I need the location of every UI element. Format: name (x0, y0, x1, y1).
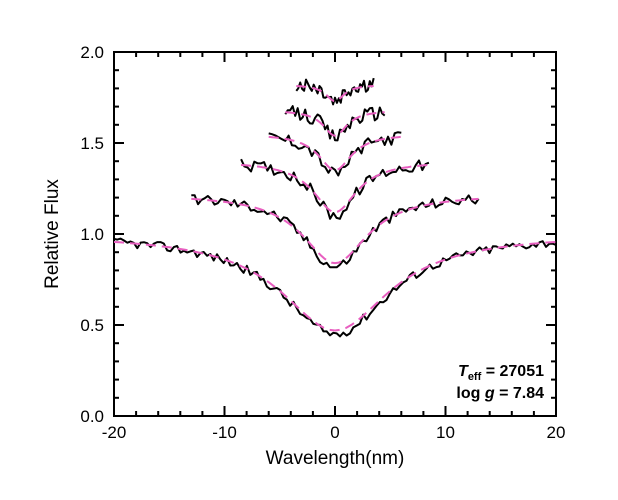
y-tick-label: 0.5 (80, 316, 104, 335)
y-tick-label: 0.0 (80, 407, 104, 426)
x-tick-label: 10 (436, 423, 455, 442)
x-tick-label: 20 (547, 423, 566, 442)
y-tick-label: 1.0 (80, 225, 104, 244)
fit-profile-4 (269, 137, 402, 170)
chart-svg: -20 -10 0 10 20 0.0 0.5 1.0 1.5 2.0 Wavelength(nm)… (0, 0, 618, 500)
plot-frame (114, 52, 556, 416)
data-profile-bottom (114, 239, 556, 337)
x-axis-title: Wavelength(nm) (266, 448, 405, 469)
y-tick-label: 1.5 (80, 134, 104, 153)
x-tick-label: -20 (102, 423, 127, 442)
x-tick-label: 0 (330, 423, 339, 442)
fit-profile-bottom (114, 242, 556, 331)
data-profile-2 (191, 195, 478, 267)
y-axis-title: Relative Flux (42, 179, 63, 289)
annotation-teff: Teff = 27051 (458, 363, 544, 383)
y-tick-label: 2.0 (80, 43, 104, 62)
x-tick-label: -10 (212, 423, 237, 442)
spectral-chart: -20 -10 0 10 20 0.0 0.5 1.0 1.5 2.0 Wavelength(nm)… (0, 0, 618, 500)
data-profile-top (296, 78, 373, 104)
fit-profile-3 (241, 165, 429, 212)
annotation-logg: log g = 7.84 (456, 385, 544, 402)
